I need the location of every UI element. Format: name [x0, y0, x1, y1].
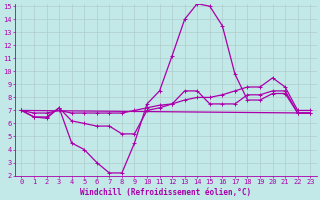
X-axis label: Windchill (Refroidissement éolien,°C): Windchill (Refroidissement éolien,°C) [80, 188, 252, 197]
